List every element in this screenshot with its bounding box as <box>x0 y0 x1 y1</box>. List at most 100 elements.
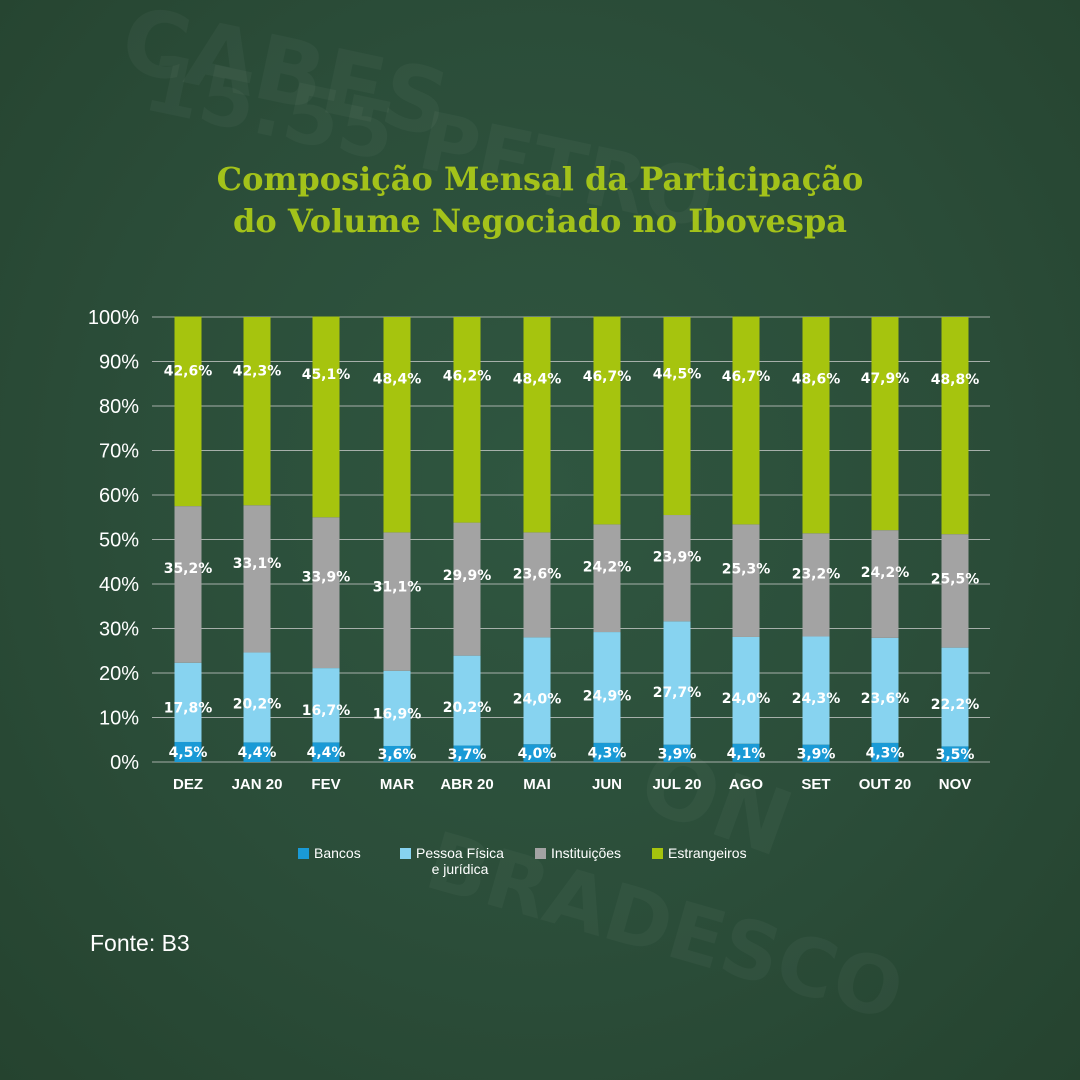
legend-item: Estrangeiros <box>652 845 747 861</box>
bar-segment <box>383 317 411 533</box>
y-tick-label: 10% <box>99 708 139 730</box>
data-label: 24,2% <box>583 559 632 575</box>
chart-title: Composição Mensal da Participação do Vol… <box>0 158 1080 242</box>
bar-segment <box>312 742 340 762</box>
legend-swatch <box>298 848 309 859</box>
bar-segment <box>243 742 271 762</box>
source-note: Fonte: B3 <box>90 930 190 956</box>
x-tick-label: SET <box>801 776 830 793</box>
chart-legend: Bancos Pessoa Física e jurídica Instituiçõe… <box>298 845 818 885</box>
bar-segment <box>243 652 271 743</box>
data-label: 29,9% <box>443 568 492 584</box>
data-label: 3,5% <box>936 747 975 763</box>
bar-segment <box>174 662 202 742</box>
data-label: 4,0% <box>518 746 557 762</box>
data-label: 44,5% <box>653 366 702 382</box>
bar-segment <box>453 745 481 762</box>
x-tick-label: DEZ <box>173 776 203 793</box>
x-tick-label: NOV <box>939 776 972 793</box>
x-tick-label: OUT 20 <box>859 776 912 793</box>
data-label: 48,8% <box>931 372 980 388</box>
legend-item: Bancos <box>298 845 361 861</box>
y-tick-label: 0% <box>110 752 139 774</box>
data-label: 27,7% <box>653 685 702 701</box>
data-label: 33,9% <box>302 570 351 586</box>
data-label: 4,4% <box>307 745 346 761</box>
bar-segment <box>453 317 481 523</box>
data-label: 22,2% <box>931 697 980 713</box>
bar-segment <box>174 316 202 507</box>
legend-swatch <box>652 848 663 859</box>
bar-segment <box>802 317 830 534</box>
data-label: 4,5% <box>169 745 208 761</box>
bar-segment <box>732 316 760 525</box>
x-tick-label: ABR 20 <box>440 776 493 793</box>
data-label: 24,2% <box>861 565 910 581</box>
y-tick-label: 90% <box>99 352 139 374</box>
bar-segment <box>732 636 760 744</box>
data-label: 23,6% <box>861 691 910 707</box>
bar-segment <box>453 522 481 656</box>
data-label: 16,7% <box>302 703 351 719</box>
data-label: 3,7% <box>448 747 487 763</box>
y-tick-label: 70% <box>99 441 139 463</box>
data-label: 25,3% <box>722 561 771 577</box>
x-tick-label: JAN 20 <box>232 776 283 793</box>
chart-title-line-2: do Volume Negociado no Ibovespa <box>233 202 847 240</box>
legend-item: Instituições <box>535 845 621 861</box>
bar-segment <box>593 524 621 633</box>
bar-segment <box>383 745 411 762</box>
data-label: 20,2% <box>233 697 282 713</box>
legend-label: Instituições <box>551 845 622 861</box>
data-label: 42,6% <box>164 364 213 380</box>
data-label: 23,6% <box>513 566 562 582</box>
data-label: 25,5% <box>931 572 980 588</box>
data-label: 24,0% <box>513 691 562 707</box>
bar-segment <box>871 637 899 743</box>
data-label: 4,3% <box>588 745 627 761</box>
bar-segment <box>802 636 830 745</box>
data-label: 33,1% <box>233 556 282 572</box>
x-tick-label: FEV <box>311 776 340 793</box>
data-label: 3,6% <box>378 747 417 763</box>
data-label: 23,2% <box>792 567 841 583</box>
bar-segment <box>663 621 691 745</box>
data-label: 24,3% <box>792 691 841 707</box>
y-tick-label: 60% <box>99 485 139 507</box>
bar-segment <box>243 505 271 653</box>
data-label: 48,4% <box>513 371 562 387</box>
data-label: 16,9% <box>373 706 422 722</box>
bar-segment <box>732 524 760 637</box>
bar-segment <box>523 532 551 638</box>
bar-segment <box>523 744 551 762</box>
data-label: 3,9% <box>658 746 697 762</box>
data-label: 48,4% <box>373 371 422 387</box>
bar-segment <box>871 530 899 638</box>
bar-segment <box>871 742 899 762</box>
bar-segment <box>941 746 969 762</box>
data-label: 3,9% <box>797 746 836 762</box>
data-label: 35,2% <box>164 561 213 577</box>
data-label: 46,2% <box>443 369 492 385</box>
data-label: 48,6% <box>792 372 841 388</box>
bar-segment <box>453 655 481 746</box>
bar-segment <box>871 317 899 531</box>
bar-segment <box>312 668 340 743</box>
bar-segment <box>941 317 969 535</box>
data-label: 46,7% <box>722 369 771 385</box>
x-tick-label: JUL 20 <box>653 776 702 793</box>
data-label: 24,9% <box>583 688 632 704</box>
legend-label: Bancos <box>314 845 361 861</box>
data-label: 23,9% <box>653 550 702 566</box>
bar-segment <box>523 317 551 533</box>
bar-segment <box>802 744 830 762</box>
y-tick-label: 100% <box>88 307 139 329</box>
bar-segment <box>593 742 621 762</box>
bar-segment <box>593 632 621 743</box>
bar-segment <box>383 532 411 671</box>
data-label: 42,3% <box>233 364 282 380</box>
bar-segment <box>243 317 271 506</box>
data-label: 4,3% <box>866 745 905 761</box>
bar-segment <box>663 317 691 516</box>
legend-item: Pessoa Física e jurídica <box>400 845 504 877</box>
